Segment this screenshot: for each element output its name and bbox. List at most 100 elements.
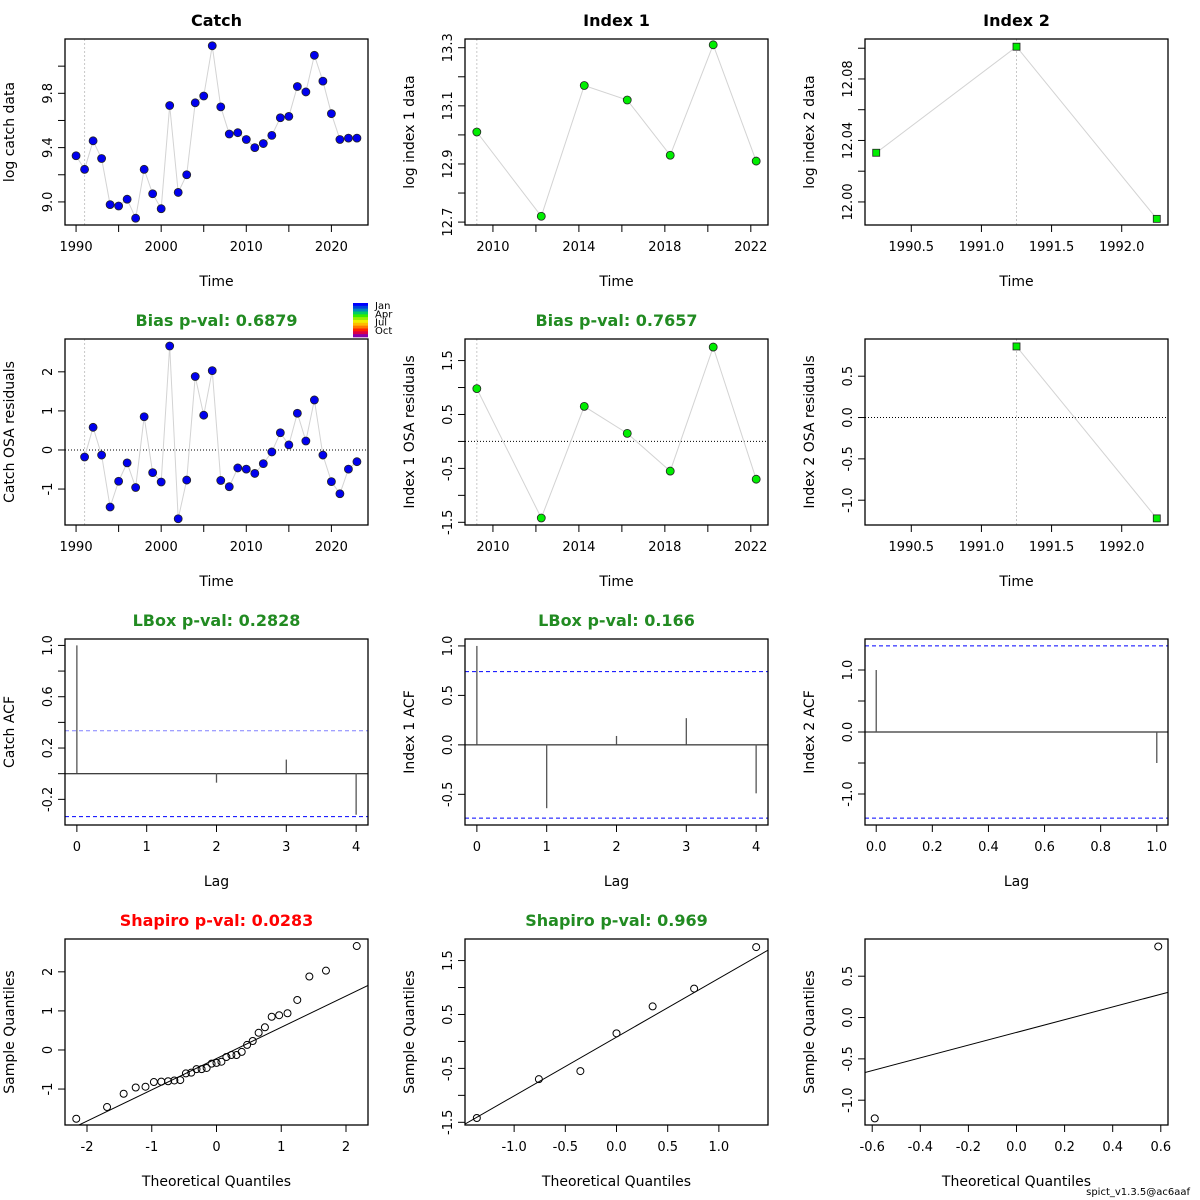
data-point	[327, 477, 336, 487]
data-point	[199, 91, 209, 101]
panel-catch-data: Catch Time log catch data 1990 2000 2010 2020 9…	[2, 11, 369, 290]
y-tick-label: -1.0	[841, 488, 856, 513]
x-tick-label: 0.2	[1054, 1140, 1075, 1155]
data-point	[267, 130, 277, 140]
x-tick-label: 0.6	[1034, 840, 1055, 855]
plot-area	[465, 645, 768, 819]
x-tick-label: -0.5	[553, 1140, 578, 1155]
data-point	[207, 41, 217, 51]
x-tick-label: 2014	[562, 240, 595, 255]
qq-point	[283, 1009, 292, 1018]
data-point	[622, 95, 632, 105]
x-tick-label: 0.0	[606, 1140, 627, 1155]
data-point	[665, 466, 675, 476]
x-tick-label: 2018	[648, 540, 681, 555]
y-tick-label: 1.0	[441, 636, 456, 657]
qq-point	[472, 1113, 481, 1122]
data-point	[1012, 342, 1021, 351]
qq-point	[197, 1065, 206, 1074]
qq-point	[870, 1114, 879, 1123]
data-point	[622, 428, 632, 438]
legend-label: Jan	[374, 301, 390, 312]
x-tick-label: -0.6	[860, 1140, 885, 1155]
plot-area	[865, 645, 1168, 819]
data-point	[335, 489, 345, 499]
plot-area	[865, 339, 1168, 525]
y-tick-label: 1.5	[441, 350, 456, 371]
plot-area	[875, 39, 1158, 225]
data-point	[872, 148, 881, 157]
data-point	[190, 98, 200, 108]
qq-point	[176, 1076, 185, 1085]
x-tick-label: 0.8	[1090, 840, 1111, 855]
legend-swatch	[353, 322, 368, 326]
plot-area	[65, 339, 368, 525]
qq-point	[248, 1036, 257, 1045]
qq-point	[612, 1029, 621, 1038]
data-point	[199, 410, 209, 420]
legend-label: Oct	[375, 326, 392, 337]
qq-point	[305, 972, 314, 981]
y-axis-label: Index 1 ACF	[402, 690, 418, 774]
data-point	[114, 476, 124, 486]
data-point	[241, 464, 251, 474]
legend-swatch	[353, 311, 368, 315]
chart-title: LBox p-val: 0.166	[538, 611, 695, 630]
y-tick-label: 0.5	[441, 1004, 456, 1025]
legend-swatch	[353, 303, 368, 307]
x-tick-label: 2000	[145, 240, 178, 255]
y-tick-label: 13.3	[441, 33, 456, 62]
qq-reference-line	[77, 984, 368, 1125]
y-tick-label: -1.0	[841, 781, 856, 806]
qq-point	[254, 1028, 263, 1037]
y-tick-label: -0.5	[841, 1046, 856, 1071]
x-tick-label: 2010	[476, 240, 509, 255]
y-tick-label: 12.7	[441, 208, 456, 237]
data-point	[275, 428, 285, 438]
panel-index2-residuals: Time Index 2 OSA residuals 1990.5 1991.0 199…	[802, 338, 1169, 590]
panel-index1-qq: Shapiro p-val: 0.969 Theoretical Quantile…	[402, 911, 769, 1190]
x-axis-label: Time	[598, 574, 633, 590]
data-point	[182, 170, 192, 180]
data-point	[241, 135, 251, 144]
data-point	[258, 459, 268, 469]
x-tick-label: 2020	[315, 240, 348, 255]
y-tick-label: 1.0	[841, 660, 856, 681]
y-tick-label: -0.2	[41, 787, 56, 812]
x-tick-label: 2022	[734, 540, 767, 555]
data-point	[258, 139, 268, 148]
version-footer: spict_v1.3.5@ac6aaf	[1086, 1187, 1190, 1198]
x-tick-label: 1.0	[709, 1140, 730, 1155]
x-tick-label: 2	[612, 840, 620, 855]
panel-index1-residuals: Bias p-val: 0.7657 Time Index 1 OSA residu…	[402, 311, 769, 590]
data-point	[327, 109, 336, 119]
qq-point	[227, 1051, 236, 1060]
qq-point	[72, 1114, 81, 1123]
qq-point	[207, 1059, 216, 1068]
plot-frame	[864, 338, 1169, 526]
panel-catch-residuals: Bias p-val: 0.6879 Time Catch OSA residual…	[2, 301, 393, 590]
y-tick-label: 0	[41, 1046, 56, 1054]
y-tick-label: 1.0	[41, 635, 56, 656]
plot-frame	[64, 638, 369, 826]
plot-frame	[464, 38, 769, 226]
x-tick-label: 0.0	[1006, 1140, 1027, 1155]
y-tick-label: 0.5	[441, 404, 456, 425]
x-tick-label: 1991.5	[1029, 240, 1075, 255]
data-point	[301, 436, 311, 446]
data-point	[284, 111, 294, 121]
y-tick-label: 2	[41, 368, 56, 376]
qq-reference-line	[865, 991, 1168, 1073]
panel-index2-data: Index 2 Time log index 2 data 1990.5 1991.0 1…	[802, 11, 1169, 290]
y-tick-label: 9.8	[41, 83, 56, 104]
data-point	[708, 342, 718, 352]
y-tick-label: 0	[41, 446, 56, 454]
y-tick-label: 0.6	[41, 686, 56, 707]
data-point	[165, 101, 175, 110]
data-point	[579, 81, 589, 90]
data-point	[472, 127, 482, 137]
qq-point	[157, 1077, 166, 1086]
x-tick-label: 0.5	[657, 1140, 678, 1155]
plot-frame	[464, 938, 769, 1126]
x-axis-label: Time	[198, 574, 233, 590]
